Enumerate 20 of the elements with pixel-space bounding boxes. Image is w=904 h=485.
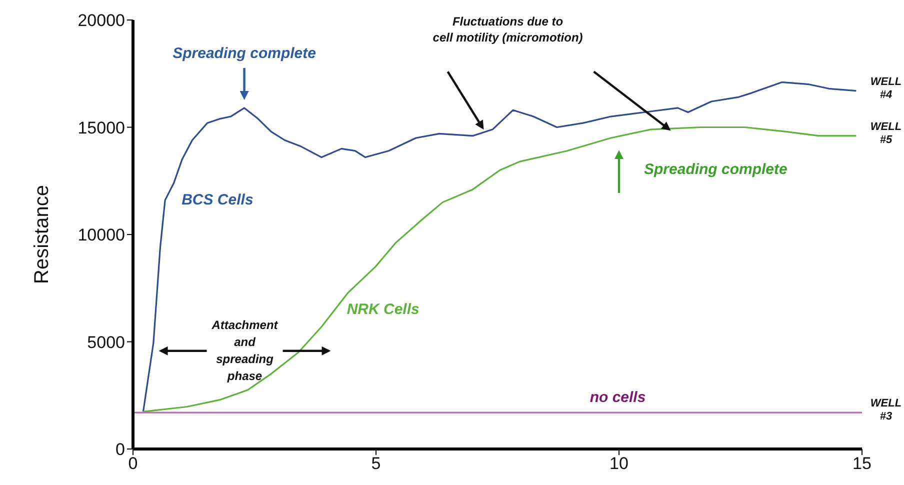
y-tick-label: 0 xyxy=(116,440,125,460)
series-label: BCS Cells xyxy=(182,191,254,208)
y-tick-label: 10000 xyxy=(78,226,125,245)
annotation: Spreading complete xyxy=(172,44,316,62)
annotation: Fluctuations due to cell motility (micromotion) xyxy=(432,14,583,45)
annotation: Spreading complete xyxy=(644,160,788,178)
series-label: NRK Cells xyxy=(346,300,420,318)
text: WELL #5 xyxy=(870,120,902,146)
series-label: no cells xyxy=(590,388,646,406)
y-axis-title: Resistance xyxy=(31,185,54,284)
text: WELL #3 xyxy=(870,398,902,423)
y-tick-label: 20000 xyxy=(78,11,125,30)
y-tick-label: 15000 xyxy=(78,118,125,138)
y-tick-label: 5000 xyxy=(87,332,125,352)
text: WELL #4 xyxy=(870,76,902,101)
x-tick-label: 0 xyxy=(128,454,138,474)
x-tick-label: 5 xyxy=(371,454,381,474)
annotation: Attachment and spreading phase xyxy=(210,318,279,383)
x-tick-label: 10 xyxy=(610,454,628,474)
x-tick-label: 15 xyxy=(852,454,872,474)
